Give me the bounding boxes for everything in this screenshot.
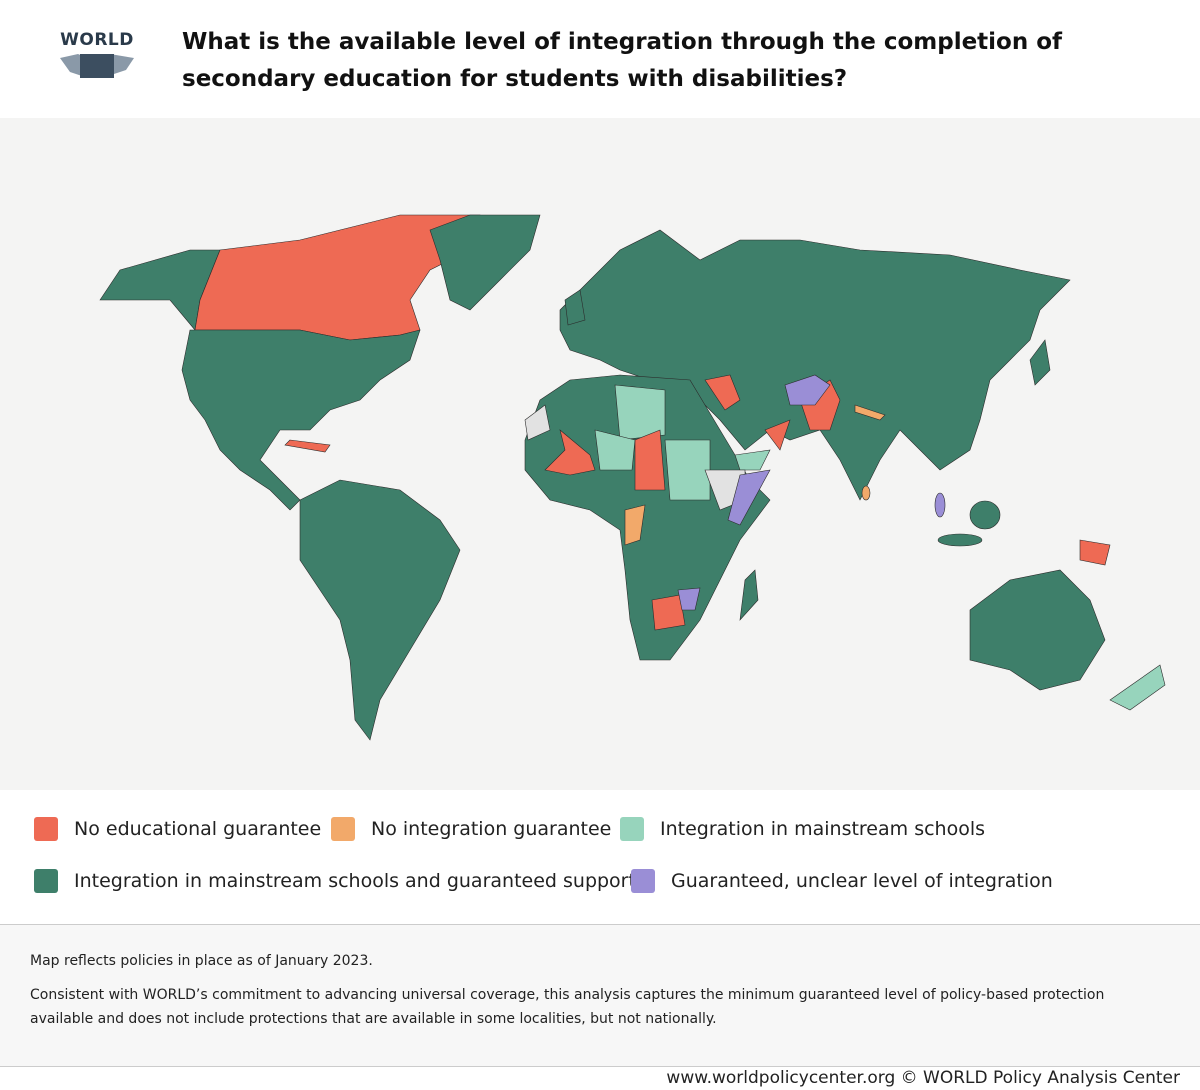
nepal — [854, 404, 886, 421]
greenland — [429, 214, 541, 311]
legend-swatch — [631, 869, 655, 893]
legend-swatch — [34, 869, 58, 893]
niger — [594, 429, 636, 471]
notes: Map reflects policies in place as of Jan… — [0, 924, 1200, 1067]
legend-swatch — [331, 817, 355, 841]
legend-label: No integration guarantee — [371, 818, 612, 840]
legend-item: Integration in mainstream schools — [620, 817, 985, 841]
indonesia — [937, 533, 983, 547]
papua-new-guinea — [1079, 539, 1111, 566]
legend-label: Integration in mainstream schools — [660, 818, 986, 840]
western-sahara — [524, 404, 551, 441]
legend-item: Guaranteed, unclear level of integration — [631, 869, 1053, 893]
yemen — [734, 449, 771, 471]
legend-label: Guaranteed, unclear level of integration — [671, 870, 1053, 892]
logo: WORLD — [58, 30, 136, 84]
sudan — [664, 439, 711, 501]
title: What is the available level of integrati… — [182, 29, 1063, 92]
legend-label: Integration in mainstream schools and gu… — [74, 870, 636, 892]
legend-item: Integration in mainstream schools and gu… — [34, 869, 636, 893]
chad — [634, 429, 666, 491]
japan — [1029, 339, 1051, 386]
somalia — [727, 469, 771, 526]
afghanistan — [784, 374, 831, 406]
legend-label: No educational guarantee — [74, 818, 322, 840]
header: WORLD What is the available level of int… — [0, 0, 1200, 118]
legend-swatch — [34, 817, 58, 841]
legend-swatch — [620, 817, 644, 841]
libya — [614, 384, 666, 441]
map — [0, 118, 1200, 790]
north-america — [181, 329, 421, 511]
borneo — [969, 500, 1001, 530]
logo-graphic — [60, 54, 134, 78]
iraq — [704, 374, 741, 411]
note: Consistent with WORLD’s commitment to ad… — [30, 987, 1105, 1027]
sri-lanka — [861, 485, 871, 501]
malaysia — [934, 492, 946, 518]
footer: www.worldpolicycenter.org © WORLD Policy… — [666, 1068, 1180, 1088]
legend-item: No educational guarantee — [34, 817, 321, 841]
cuba — [284, 439, 331, 453]
legend-item: No integration guarantee — [331, 817, 611, 841]
madagascar — [739, 569, 759, 621]
zimbabwe — [677, 587, 701, 611]
oman — [764, 419, 791, 451]
new-zealand — [1109, 664, 1166, 711]
botswana — [651, 594, 686, 631]
congo — [624, 504, 646, 546]
legend: No educational guarantee No integration g… — [0, 795, 1200, 920]
logo-text: WORLD — [60, 30, 134, 50]
uk — [564, 289, 586, 326]
note: Map reflects policies in place as of Jan… — [30, 953, 373, 969]
mali — [544, 429, 596, 476]
world-map — [99, 214, 1166, 741]
australia — [969, 569, 1106, 691]
south-america — [299, 479, 461, 741]
